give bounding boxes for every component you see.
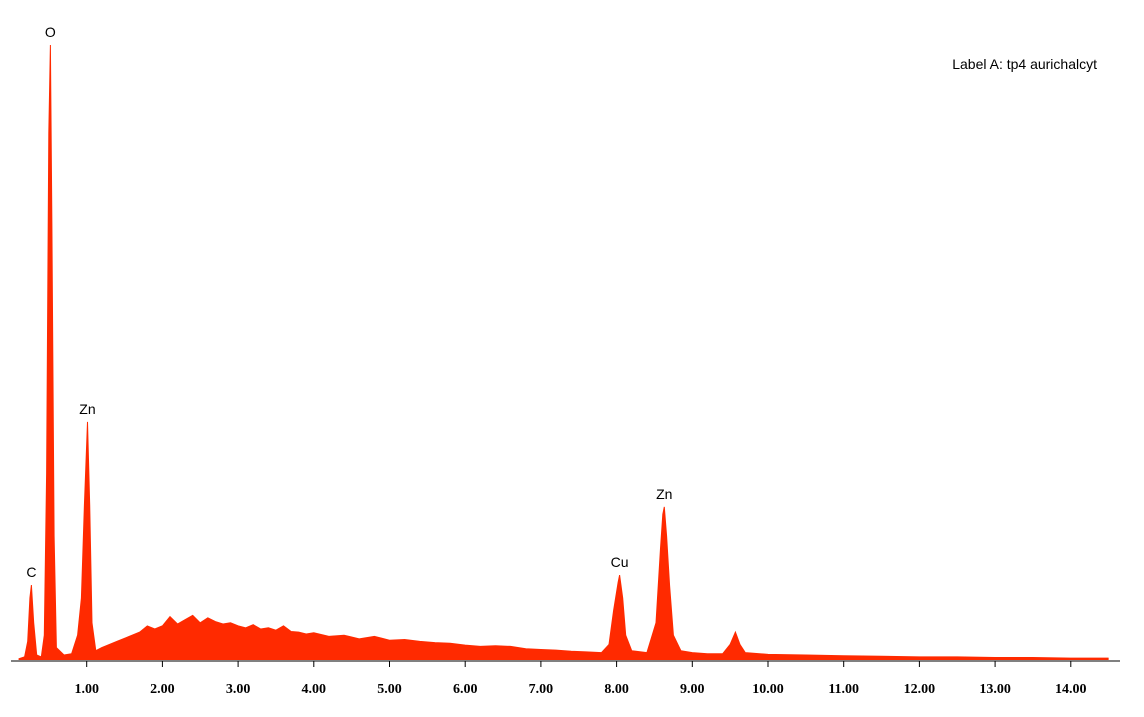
x-tick-label: 11.00 (828, 682, 859, 697)
x-tick-label: 12.00 (904, 682, 936, 697)
x-tick-label: 2.00 (150, 682, 175, 697)
x-tick-label: 4.00 (302, 682, 327, 697)
chart-title: Label A: tp4 aurichalcyt (952, 56, 1097, 72)
x-tick-label: 3.00 (226, 682, 251, 697)
x-tick-label: 6.00 (453, 682, 478, 697)
x-tick-label: 9.00 (680, 682, 705, 697)
x-tick-label: 5.00 (377, 682, 402, 697)
x-tick-label: 13.00 (979, 682, 1011, 697)
x-tick-label: 14.00 (1055, 682, 1087, 697)
peak-label: Zn (79, 401, 95, 417)
spectrum-line (18, 44, 1109, 660)
peak-label: O (45, 24, 56, 40)
peak-label: Cu (611, 554, 629, 570)
peak-label: C (26, 564, 36, 580)
x-tick-label: 1.00 (74, 682, 99, 697)
x-tick-label: 8.00 (604, 682, 629, 697)
x-tick-label: 10.00 (752, 682, 784, 697)
x-tick-label: 7.00 (529, 682, 554, 697)
peak-label: Zn (656, 486, 672, 502)
area-fill (18, 45, 1109, 660)
